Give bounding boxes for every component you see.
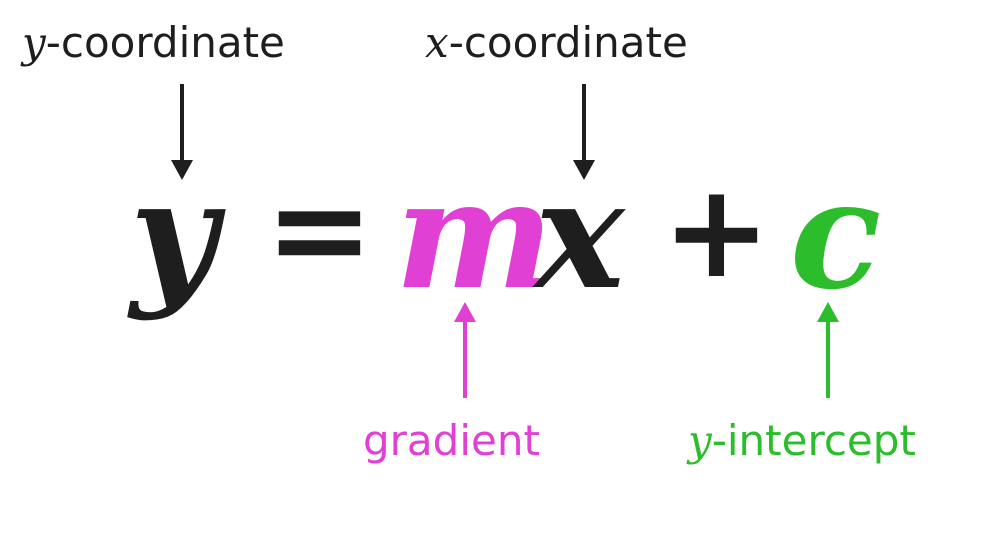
y-coordinate-text: -coordinate <box>45 18 285 67</box>
arrow-gradient <box>454 302 476 398</box>
arrow-y-intercept <box>817 302 839 398</box>
y-coordinate-label: y-coordinate <box>22 22 285 64</box>
y-coordinate-var: y <box>22 18 46 67</box>
x-coordinate-text: -coordinate <box>448 18 688 67</box>
equation-m: m <box>395 147 554 323</box>
gradient-label: gradient <box>363 416 540 465</box>
arrow-y-coordinate <box>171 84 193 180</box>
x-coordinate-var: x <box>425 18 449 67</box>
y-intercept-text: -intercept <box>711 416 916 465</box>
equation-c: c <box>790 147 882 323</box>
y-intercept-label: y-intercept <box>688 420 916 462</box>
equation-plus: + <box>662 155 771 307</box>
arrow-x-coordinate <box>573 84 595 180</box>
equation-x: x <box>535 147 625 323</box>
equation-y: y <box>130 147 218 323</box>
y-intercept-var: y <box>688 416 712 465</box>
x-coordinate-label: x-coordinate <box>425 22 688 64</box>
equation-equals: = <box>265 153 374 305</box>
